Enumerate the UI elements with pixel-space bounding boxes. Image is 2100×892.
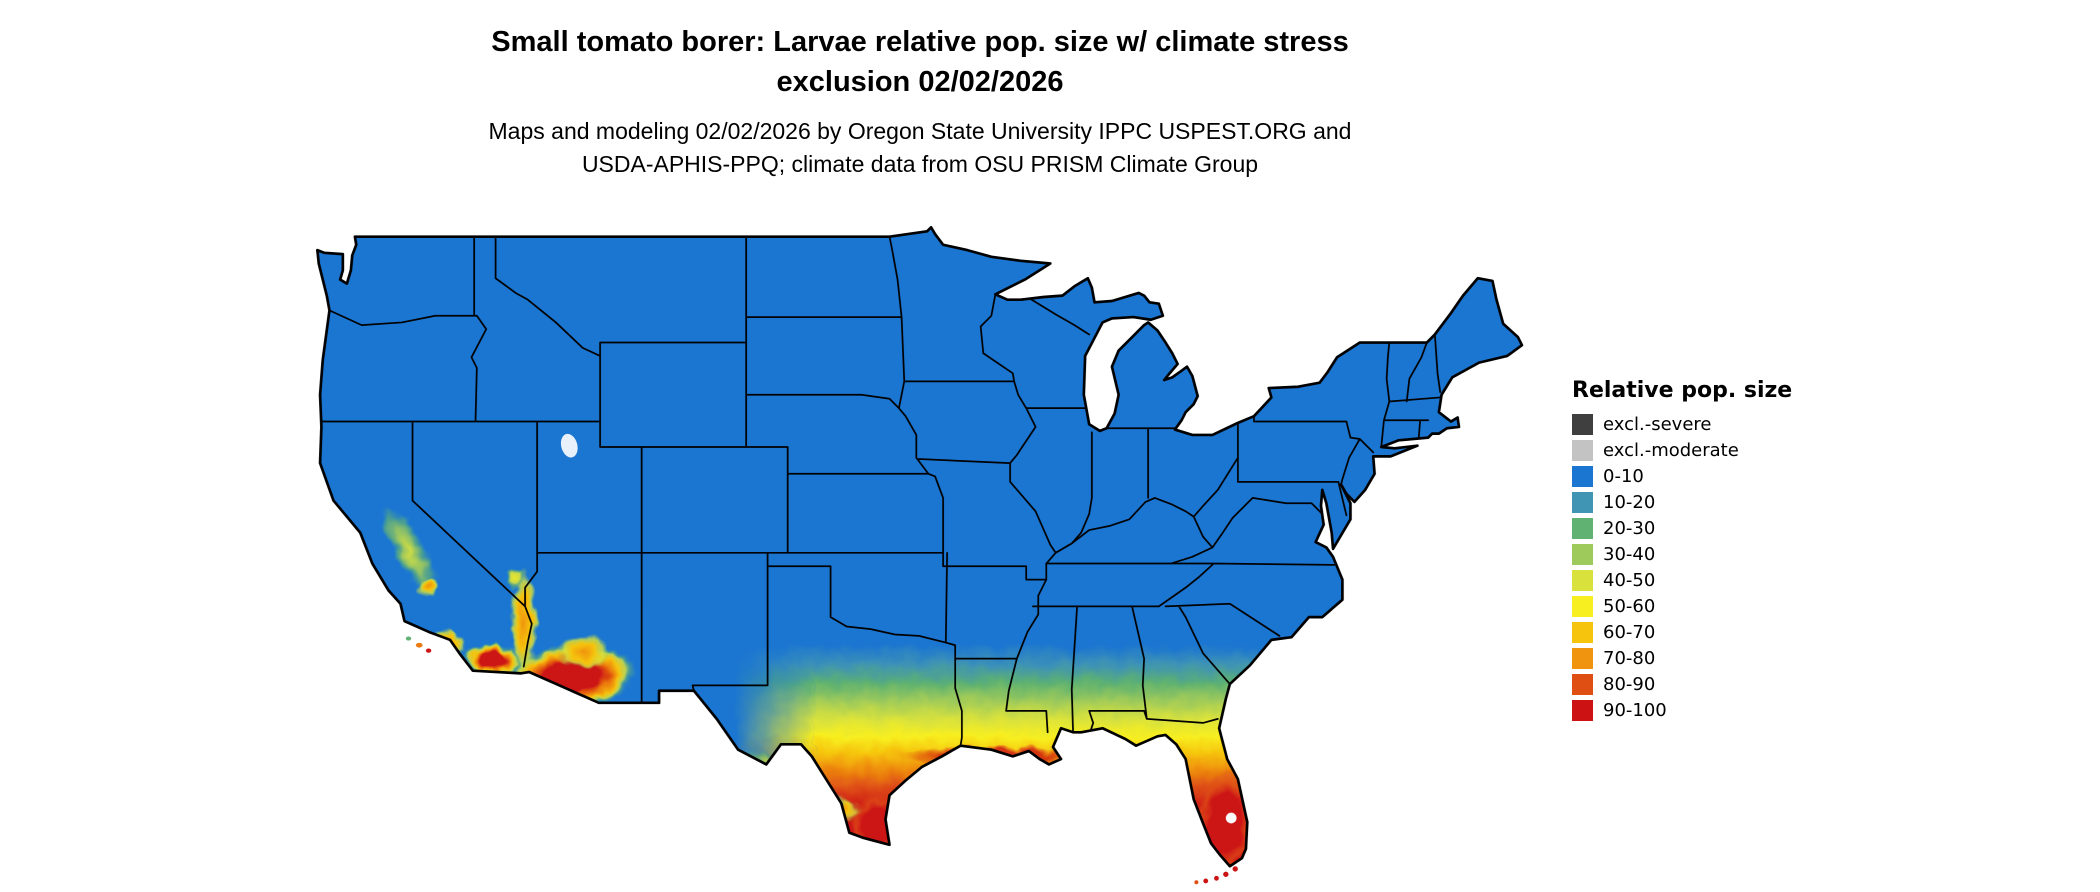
legend-item-label: 40-50 — [1603, 570, 1656, 591]
channel-island — [415, 642, 423, 648]
legend-item-label: 0-10 — [1603, 466, 1644, 487]
legend-item: 10-20 — [1572, 492, 1792, 513]
lake-okeechobee — [1225, 812, 1237, 824]
legend-swatch — [1572, 414, 1593, 435]
us-population-map — [308, 226, 1534, 889]
legend-item-label: 60-70 — [1603, 622, 1656, 643]
florida-key — [1223, 871, 1229, 877]
legend-item-label: excl.-severe — [1603, 414, 1712, 435]
great-salt-lake — [560, 433, 578, 458]
legend-item-label: excl.-moderate — [1603, 440, 1739, 461]
legend-item: 50-60 — [1572, 596, 1792, 617]
legend-title: Relative pop. size — [1572, 378, 1793, 403]
legend-item: 60-70 — [1572, 622, 1792, 643]
legend-item: 20-30 — [1572, 518, 1792, 539]
colorado-river-strip — [510, 568, 538, 677]
offshore-islands — [405, 636, 1238, 885]
florida-key — [1214, 875, 1219, 881]
subtitle-line-2: USDA-APHIS-PPQ; climate data from OSU PR… — [581, 150, 1259, 177]
legend-swatch — [1572, 544, 1593, 565]
legend-item: 80-90 — [1572, 674, 1792, 695]
legend-swatch — [1572, 648, 1593, 669]
legend-item-label: 50-60 — [1603, 596, 1656, 617]
south-texas-hotspot — [849, 793, 909, 859]
subtitle-line-1: Maps and modeling 02/02/2026 by Oregon S… — [488, 118, 1352, 145]
legend-item-label: 90-100 — [1603, 700, 1667, 721]
state-borders — [319, 235, 1442, 747]
legend-item: 0-10 — [1572, 466, 1792, 487]
legend-swatch — [1572, 674, 1593, 695]
legend-items: excl.-severe excl.-moderate 0-10 10-20 20-30… — [1572, 414, 1792, 721]
imperial-valley-hotspot — [463, 643, 523, 677]
legend-item: 40-50 — [1572, 570, 1792, 591]
central-valley-strip — [380, 503, 440, 599]
legend-item-label: 20-30 — [1603, 518, 1656, 539]
legend-item-label: 80-90 — [1603, 674, 1656, 695]
legend-item: 30-40 — [1572, 544, 1792, 565]
legend-item-label: 30-40 — [1603, 544, 1656, 565]
map-svg — [316, 226, 1524, 885]
page-title-line-1: Small tomato borer: Larvae relative pop.… — [491, 26, 1349, 58]
las-vegas-spot — [503, 568, 526, 588]
florida-key — [1203, 878, 1209, 884]
legend-swatch — [1572, 596, 1593, 617]
legend-item: 70-80 — [1572, 648, 1792, 669]
florida-key — [1232, 866, 1238, 872]
legend-swatch — [1572, 466, 1593, 487]
legend-item: 90-100 — [1572, 700, 1792, 721]
legend-swatch — [1572, 518, 1593, 539]
legend-item: excl.-moderate — [1572, 440, 1792, 461]
legend-swatch — [1572, 700, 1593, 721]
legend-swatch — [1572, 440, 1593, 461]
inland-lakes — [560, 433, 1237, 824]
legend-item-label: 70-80 — [1603, 648, 1656, 669]
legend-item-label: 10-20 — [1603, 492, 1656, 513]
legend: Relative pop. size excl.-severe excl.-mod… — [1572, 378, 1792, 726]
florida-key — [1194, 880, 1199, 885]
legend-swatch — [1572, 492, 1593, 513]
page-title-line-2: exclusion 02/02/2026 — [776, 66, 1064, 99]
subtitle: Maps and modeling 02/02/2026 by Oregon S… — [0, 115, 1840, 180]
header: Small tomato borer: Larvae relative pop.… — [0, 22, 1840, 180]
phoenix-hotspot — [557, 634, 611, 670]
legend-swatch — [1572, 622, 1593, 643]
channel-island — [405, 636, 412, 641]
bakersfield-spot — [416, 578, 441, 598]
legend-swatch — [1572, 570, 1593, 591]
legend-item: excl.-severe — [1572, 414, 1792, 435]
channel-island — [425, 648, 432, 653]
